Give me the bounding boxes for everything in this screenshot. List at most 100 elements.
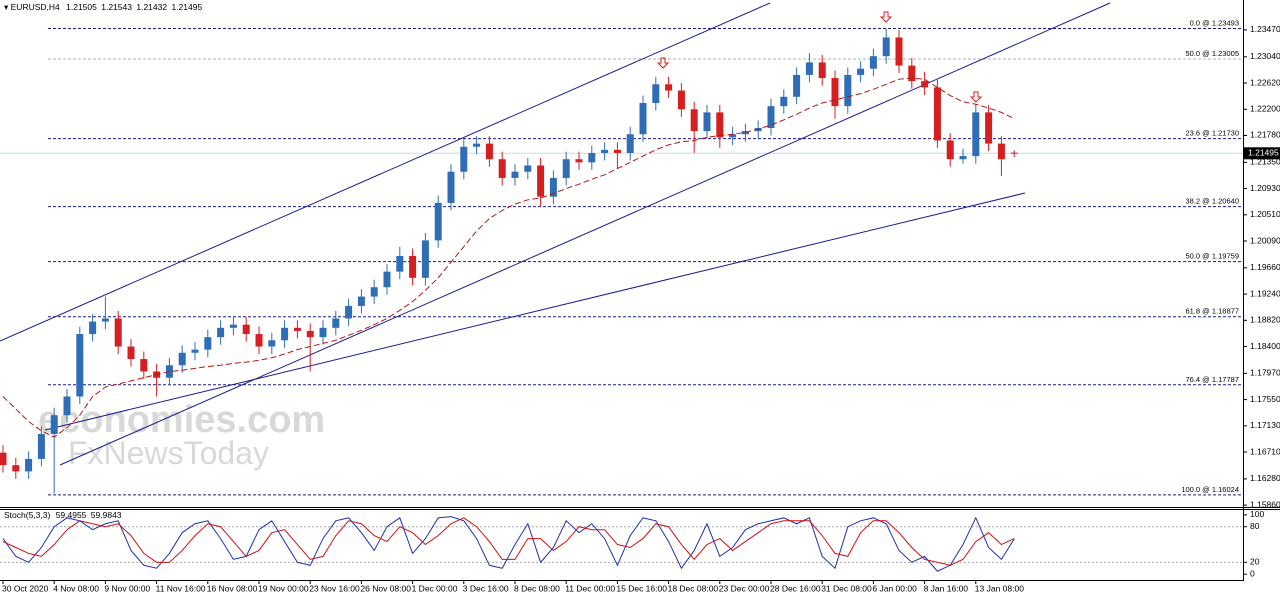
candle-body [191, 349, 199, 353]
candle-body [268, 340, 276, 347]
y-tick-label: 1.19240 [1250, 288, 1280, 298]
candle-body [409, 255, 417, 278]
candle-body [319, 327, 327, 338]
y-tick-label: 1.23470 [1250, 24, 1280, 34]
x-tick-label: 9 Nov 00:00 [104, 583, 150, 593]
candle-body [255, 334, 263, 347]
candle-body [831, 78, 839, 107]
candle-body [524, 165, 532, 172]
x-tick-label: 1 Dec 00:00 [412, 583, 458, 593]
y-tick-label: 100 [1250, 509, 1264, 519]
arrow-marker [879, 11, 893, 23]
fib-label: 100.0 @ 1.16024 [1181, 485, 1239, 494]
header-high: 1.21543 [101, 2, 132, 12]
candle-body [332, 318, 340, 328]
candle-body [165, 365, 173, 378]
candle-body [933, 87, 941, 141]
indicator-line [2, 516, 1015, 572]
channel-line [0, 2, 771, 342]
y-tick-label: 1.18400 [1250, 341, 1280, 351]
candle-body [818, 62, 826, 79]
candle-body [805, 62, 813, 75]
x-tick-label: 30 Oct 2020 [2, 583, 49, 593]
candle-body [908, 65, 916, 82]
candle-body [882, 37, 890, 57]
y-tick-label: 1.20090 [1250, 235, 1280, 245]
candle-body [946, 140, 954, 160]
candle-body [703, 112, 711, 132]
y-tick-label: 1.23040 [1250, 51, 1280, 61]
y-tick-label: 1.22620 [1250, 77, 1280, 87]
candle-body [844, 74, 852, 107]
fib-label: 0.0 @ 1.23493 [1190, 19, 1239, 28]
y-tick-label: 1.15860 [1250, 499, 1280, 509]
x-tick-label: 26 Nov 08:00 [360, 583, 411, 593]
indicator-signal: 59.9843 [91, 510, 122, 520]
chart-header: ▾ EURUSD,H4 1.21505 1.21543 1.21432 1.21… [4, 2, 202, 12]
candle-body [1010, 152, 1018, 154]
x-tick-label: 31 Dec 08:00 [821, 583, 872, 593]
candle-body [37, 433, 45, 459]
x-tick-label: 3 Dec 16:00 [463, 583, 509, 593]
y-tick-label: 1.20930 [1250, 183, 1280, 193]
x-tick-label: 23 Dec 00:00 [719, 583, 770, 593]
fib-label: 61.8 @ 1.18877 [1186, 307, 1240, 316]
candle-body [588, 152, 596, 163]
fib-label: 76.4 @ 1.17787 [1186, 375, 1240, 384]
current-price-box [1244, 147, 1280, 160]
x-tick-label: 4 Nov 08:00 [53, 583, 99, 593]
candle-body [537, 165, 545, 197]
y-tick-label: 1.20510 [1250, 209, 1280, 219]
x-tick-label: 11 Dec 00:00 [565, 583, 615, 593]
x-tick-label: 8 Dec 08:00 [514, 583, 560, 593]
candle-body [677, 90, 685, 110]
channel-line [59, 2, 1111, 466]
y-tick-label: 1.21780 [1250, 130, 1280, 140]
frame [0, 0, 1280, 581]
indicator-header: Stoch(5,3,3) 59.4955 59.9843 [4, 510, 122, 520]
candle-body [447, 171, 455, 203]
arrow-marker [969, 91, 983, 103]
candle-body [652, 84, 660, 104]
y-tick-label: 1.22200 [1250, 104, 1280, 114]
watermark: FxNewsToday [68, 435, 269, 471]
candle-body [716, 112, 724, 138]
candle-body [25, 458, 33, 472]
y-tick-label: 1.21350 [1250, 157, 1280, 167]
y-tick-label: 1.18820 [1250, 315, 1280, 325]
moving-average [2, 77, 1015, 438]
x-tick-label: 23 Nov 16:00 [309, 583, 360, 593]
header-open: 1.21505 [66, 2, 97, 12]
indicator-main: 59.4955 [56, 510, 87, 520]
candle-body [959, 156, 967, 160]
candle-body [12, 465, 20, 472]
candle-body [421, 240, 429, 278]
candle-body [549, 177, 557, 197]
candle-body [293, 327, 301, 331]
fib-label: 50.0 @ 1.19759 [1186, 252, 1240, 261]
candle-body [434, 202, 442, 241]
candle-body [729, 134, 737, 138]
candle-body [793, 74, 801, 97]
candle-body [780, 96, 788, 107]
candle-body [665, 84, 673, 91]
candle-body [485, 143, 493, 160]
trend-line [44, 192, 1026, 431]
candle-body [895, 37, 903, 66]
header-close: 1.21495 [171, 2, 202, 12]
x-tick-label: 28 Dec 16:00 [770, 583, 821, 593]
candle-body [511, 171, 519, 178]
x-tick-label: 18 Dec 08:00 [668, 583, 719, 593]
y-tick-label: 1.16280 [1250, 473, 1280, 483]
grid-layer: 0.0 @ 1.23493 50.0 @ 1.23005 23.6 @ 1.2173… [0, 19, 1243, 563]
candle-body [357, 296, 365, 306]
header-arrow: ▾ [4, 2, 11, 12]
candle-body [690, 109, 698, 132]
candle-body [89, 321, 97, 335]
candle-body [613, 149, 621, 153]
y-tick-label: 80 [1250, 521, 1260, 531]
candle-body [281, 327, 289, 341]
fib-label: 50.0 @ 1.23005 [1186, 49, 1240, 58]
